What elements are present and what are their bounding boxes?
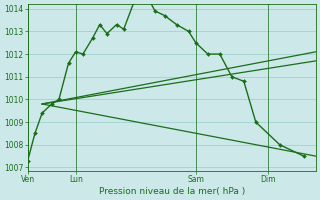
X-axis label: Pression niveau de la mer( hPa ): Pression niveau de la mer( hPa ) — [99, 187, 245, 196]
